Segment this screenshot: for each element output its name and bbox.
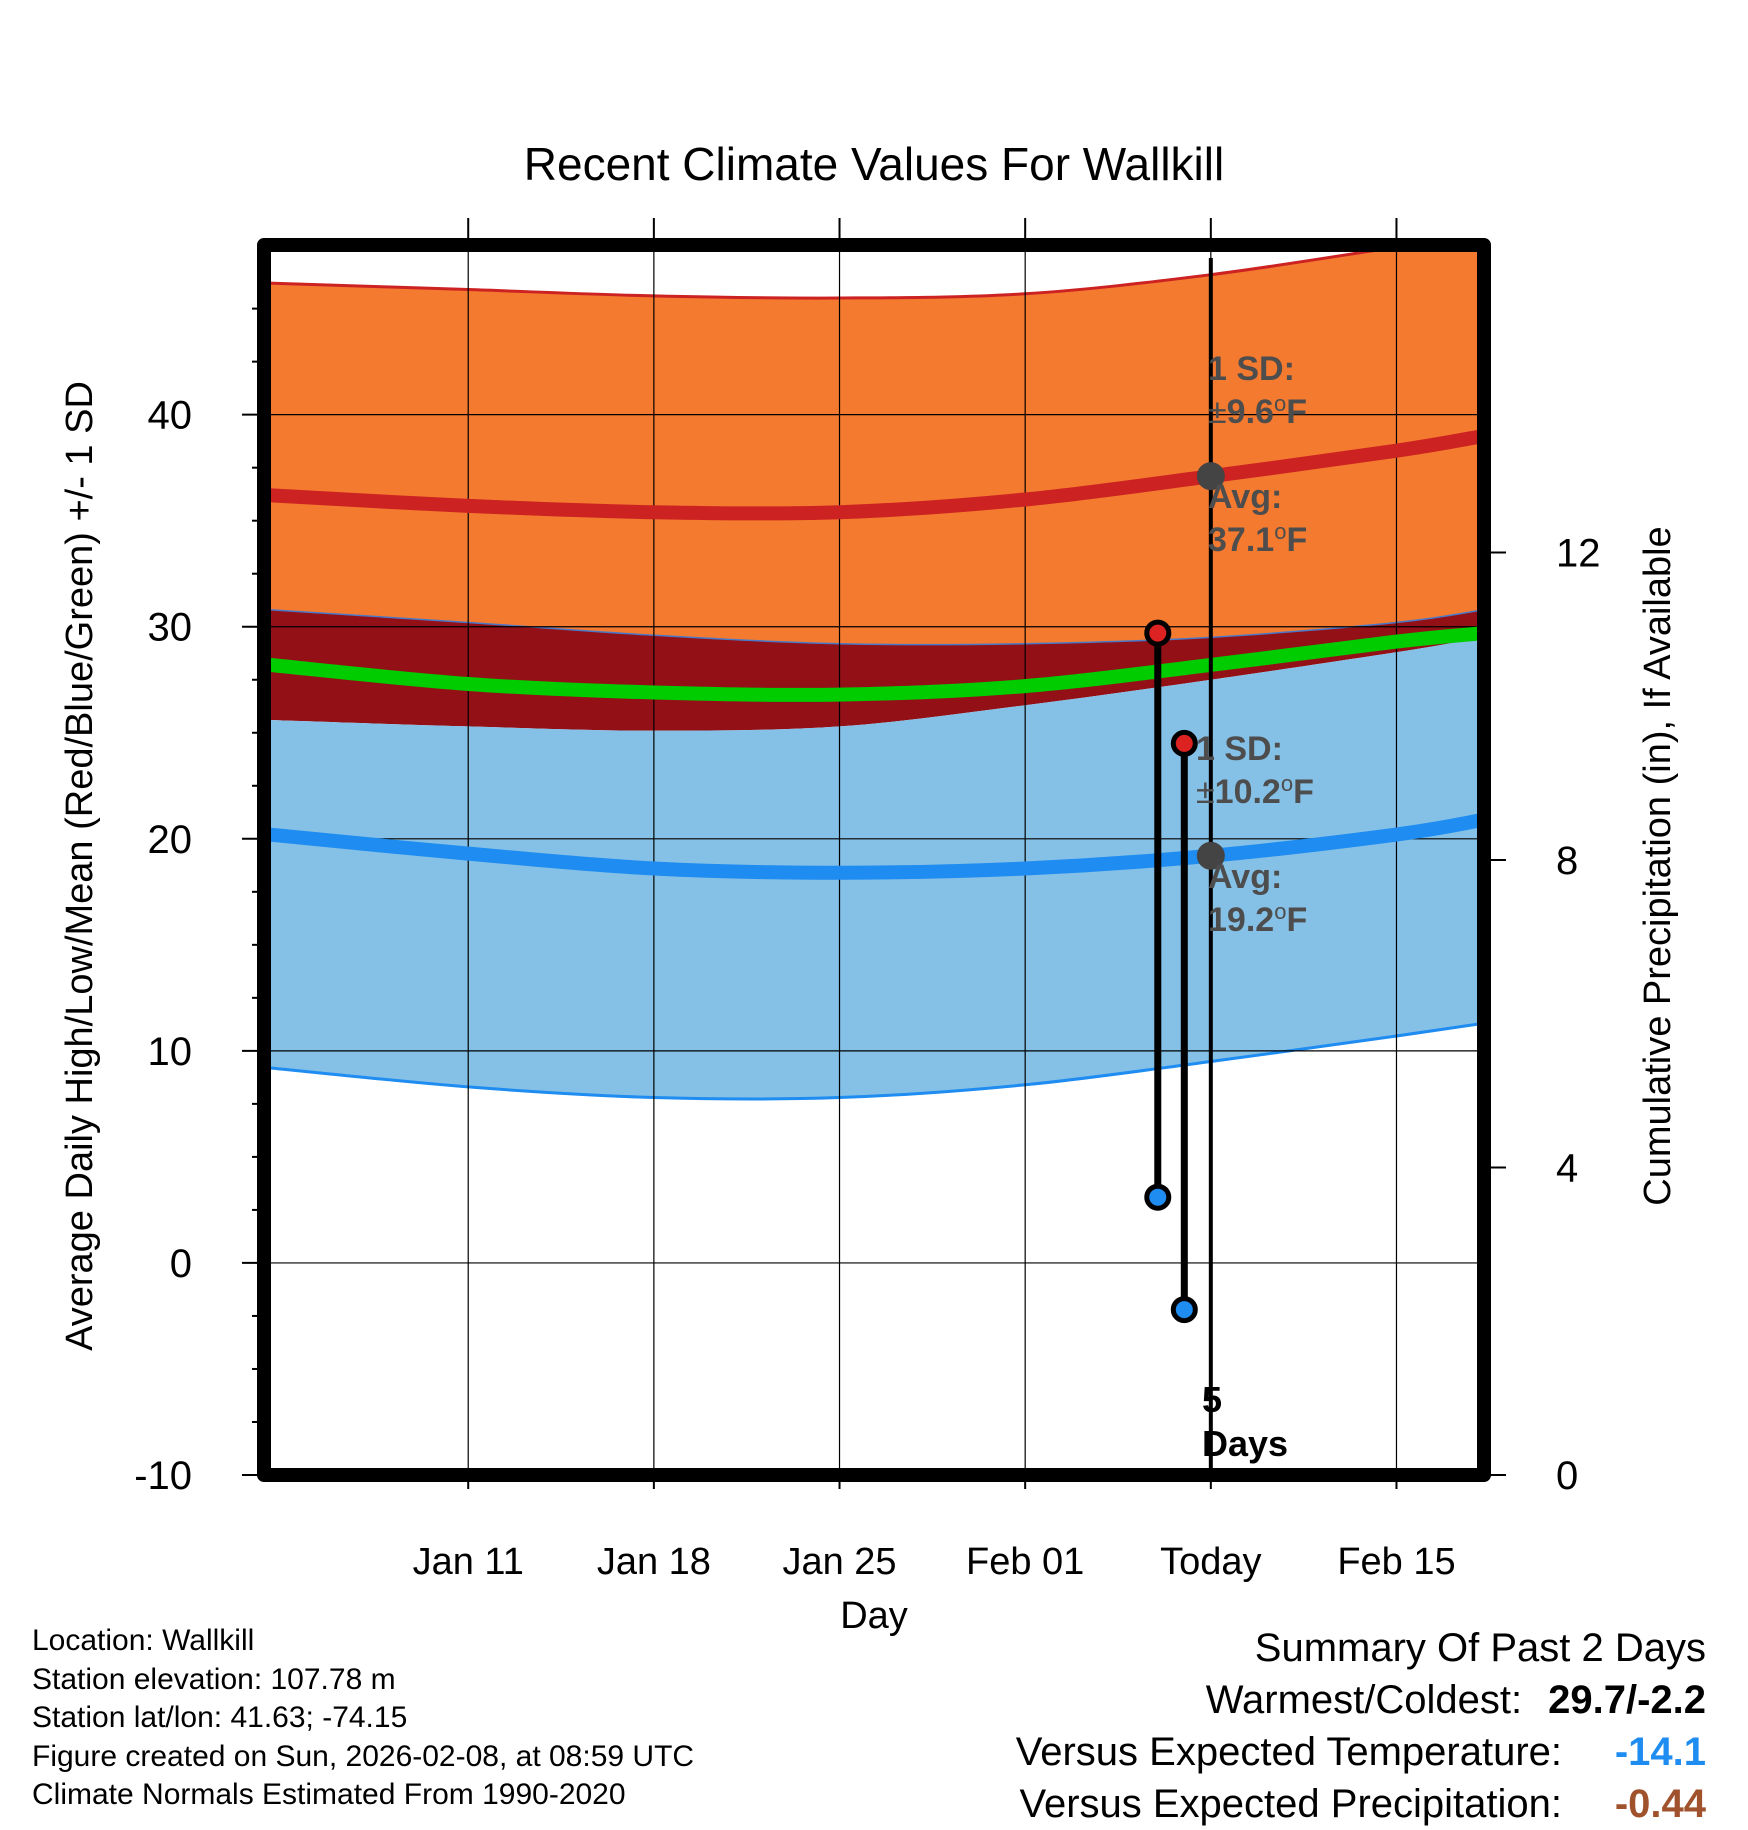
high-sd-band — [269, 245, 1484, 645]
low-avg-annotation-value: 19.2 — [1208, 901, 1274, 939]
high-sd-annotation-line1: 1 SD: — [1208, 350, 1295, 388]
observed-low-point — [1144, 1183, 1172, 1211]
warm-cold-row: Warmest/Coldest: 29.7/-2.2 — [1016, 1674, 1706, 1726]
y2-tick-label: 4 — [1556, 1147, 1578, 1191]
high-sd-annotation: 1 SD:±9.6oF — [1208, 350, 1307, 431]
y-tick-label: 40 — [148, 394, 193, 438]
high-avg-annotation-value: 37.1 — [1208, 521, 1274, 559]
x-tick-label: Jan 25 — [782, 1541, 896, 1583]
temp-value: -14.1 — [1614, 1730, 1706, 1774]
low-avg-annotation-line1: Avg: — [1208, 858, 1282, 896]
elevation-text: Station elevation: 107.78 m — [32, 1662, 396, 1696]
high-sd-annotation-unit: F — [1286, 393, 1307, 431]
low-lower-edge — [269, 1021, 1484, 1101]
temp-label: Versus Expected Temperature: — [1015, 1730, 1562, 1774]
high-avg-annotation: Avg:37.1oF — [1208, 478, 1307, 559]
normal-mean-line — [268, 626, 1484, 702]
days-count: 5 — [1202, 1379, 1222, 1420]
y-tick-label: 30 — [148, 606, 193, 650]
today-avg-marker — [1196, 841, 1225, 870]
high-avg-annotation-line1: Avg: — [1208, 478, 1282, 516]
chart-title: Recent Climate Values For Wallkill — [524, 138, 1224, 190]
high-avg-annotation-degree: o — [1274, 519, 1286, 544]
created-text: Figure created on Sun, 2026-02-08, at 08… — [32, 1739, 695, 1773]
warm-cold-value: 29.7/-2.2 — [1548, 1678, 1706, 1722]
days-label: Days — [1202, 1423, 1288, 1464]
high-avg-annotation-line2: 37.1oF — [1208, 519, 1307, 559]
low-avg-annotation-degree: o — [1274, 899, 1286, 924]
today-avg-marker — [1196, 462, 1225, 491]
high-lower-edge — [269, 609, 1484, 646]
observed-high-point — [1144, 619, 1172, 647]
normals-text: Climate Normals Estimated From 1990-2020 — [32, 1778, 626, 1811]
high-sd-annotation-line2: ±9.6oF — [1208, 391, 1307, 431]
summary-panel: Summary Of Past 2 Days Warmest/Coldest: 2… — [1016, 1622, 1706, 1830]
normal-high-line — [268, 428, 1484, 521]
warm-cold-label: Warmest/Coldest: — [1205, 1678, 1523, 1722]
plot-area: Jan 11 Jan 18 Jan 25 Feb 01 Today Feb 15 -10 0 1… — [134, 218, 1601, 1583]
low-sd-annotation-prefix: ± — [1196, 773, 1215, 811]
low-avg-annotation-unit: F — [1286, 901, 1307, 939]
low-sd-annotation-line2: ±10.2oF — [1196, 771, 1314, 811]
temp-row: Versus Expected Temperature: -14.1 — [1016, 1726, 1706, 1778]
normal-low-line — [268, 812, 1484, 880]
low-sd-annotation: 1 SD:±10.2oF — [1196, 730, 1314, 811]
observed-high-point — [1170, 729, 1198, 757]
low-avg-annotation-line2: 19.2oF — [1208, 899, 1307, 939]
y2-axis-label: Cumulative Precipitation (in), If Availa… — [1637, 526, 1679, 1205]
location-text: Location: Wallkill — [32, 1624, 255, 1657]
x-tick-label: Jan 11 — [413, 1541, 524, 1583]
low-sd-annotation-degree: o — [1281, 771, 1293, 796]
high-sd-annotation-value: 9.6 — [1227, 393, 1274, 431]
precip-label: Versus Expected Precipitation: — [1019, 1782, 1562, 1826]
summary-title: Summary Of Past 2 Days — [1254, 1626, 1706, 1670]
y-tick-label: -10 — [134, 1454, 192, 1498]
observed-low-point — [1170, 1296, 1198, 1324]
x-tick-label: Feb 01 — [966, 1541, 1084, 1583]
y2-tick-label: 0 — [1556, 1454, 1578, 1498]
y2-tick-label: 12 — [1556, 532, 1601, 576]
low-avg-annotation: Avg:19.2oF — [1208, 858, 1307, 939]
x-axis-label: Day — [840, 1595, 908, 1637]
low-sd-annotation-line1: 1 SD: — [1196, 730, 1283, 768]
high-avg-annotation-unit: F — [1286, 521, 1307, 559]
y-tick-label: 10 — [148, 1030, 193, 1074]
y-tick-label: 20 — [148, 818, 193, 862]
high-upper-edge — [269, 245, 1422, 300]
station-info: Location: Wallkill Station elevation: 10… — [32, 1622, 694, 1815]
low-sd-annotation-value: 10.2 — [1215, 773, 1281, 811]
precip-value: -0.44 — [1614, 1782, 1706, 1826]
x-tick-label: Feb 15 — [1337, 1541, 1455, 1583]
y-axis-label: Average Daily High/Low/Mean (Red/Blue/Gr… — [59, 381, 101, 1351]
high-sd-annotation-degree: o — [1274, 391, 1286, 416]
x-tick-label: Jan 18 — [597, 1541, 711, 1583]
x-tick-label: Today — [1160, 1541, 1261, 1583]
y-tick-label: 0 — [170, 1242, 192, 1286]
y2-tick-label: 8 — [1556, 839, 1578, 883]
precip-row: Versus Expected Precipitation: -0.44 — [1016, 1778, 1706, 1830]
low-sd-annotation-unit: F — [1293, 773, 1314, 811]
mean-overlap-band — [269, 609, 1484, 731]
high-sd-annotation-prefix: ± — [1208, 393, 1227, 431]
latlon-text: Station lat/lon: 41.63; -74.15 — [32, 1701, 408, 1734]
